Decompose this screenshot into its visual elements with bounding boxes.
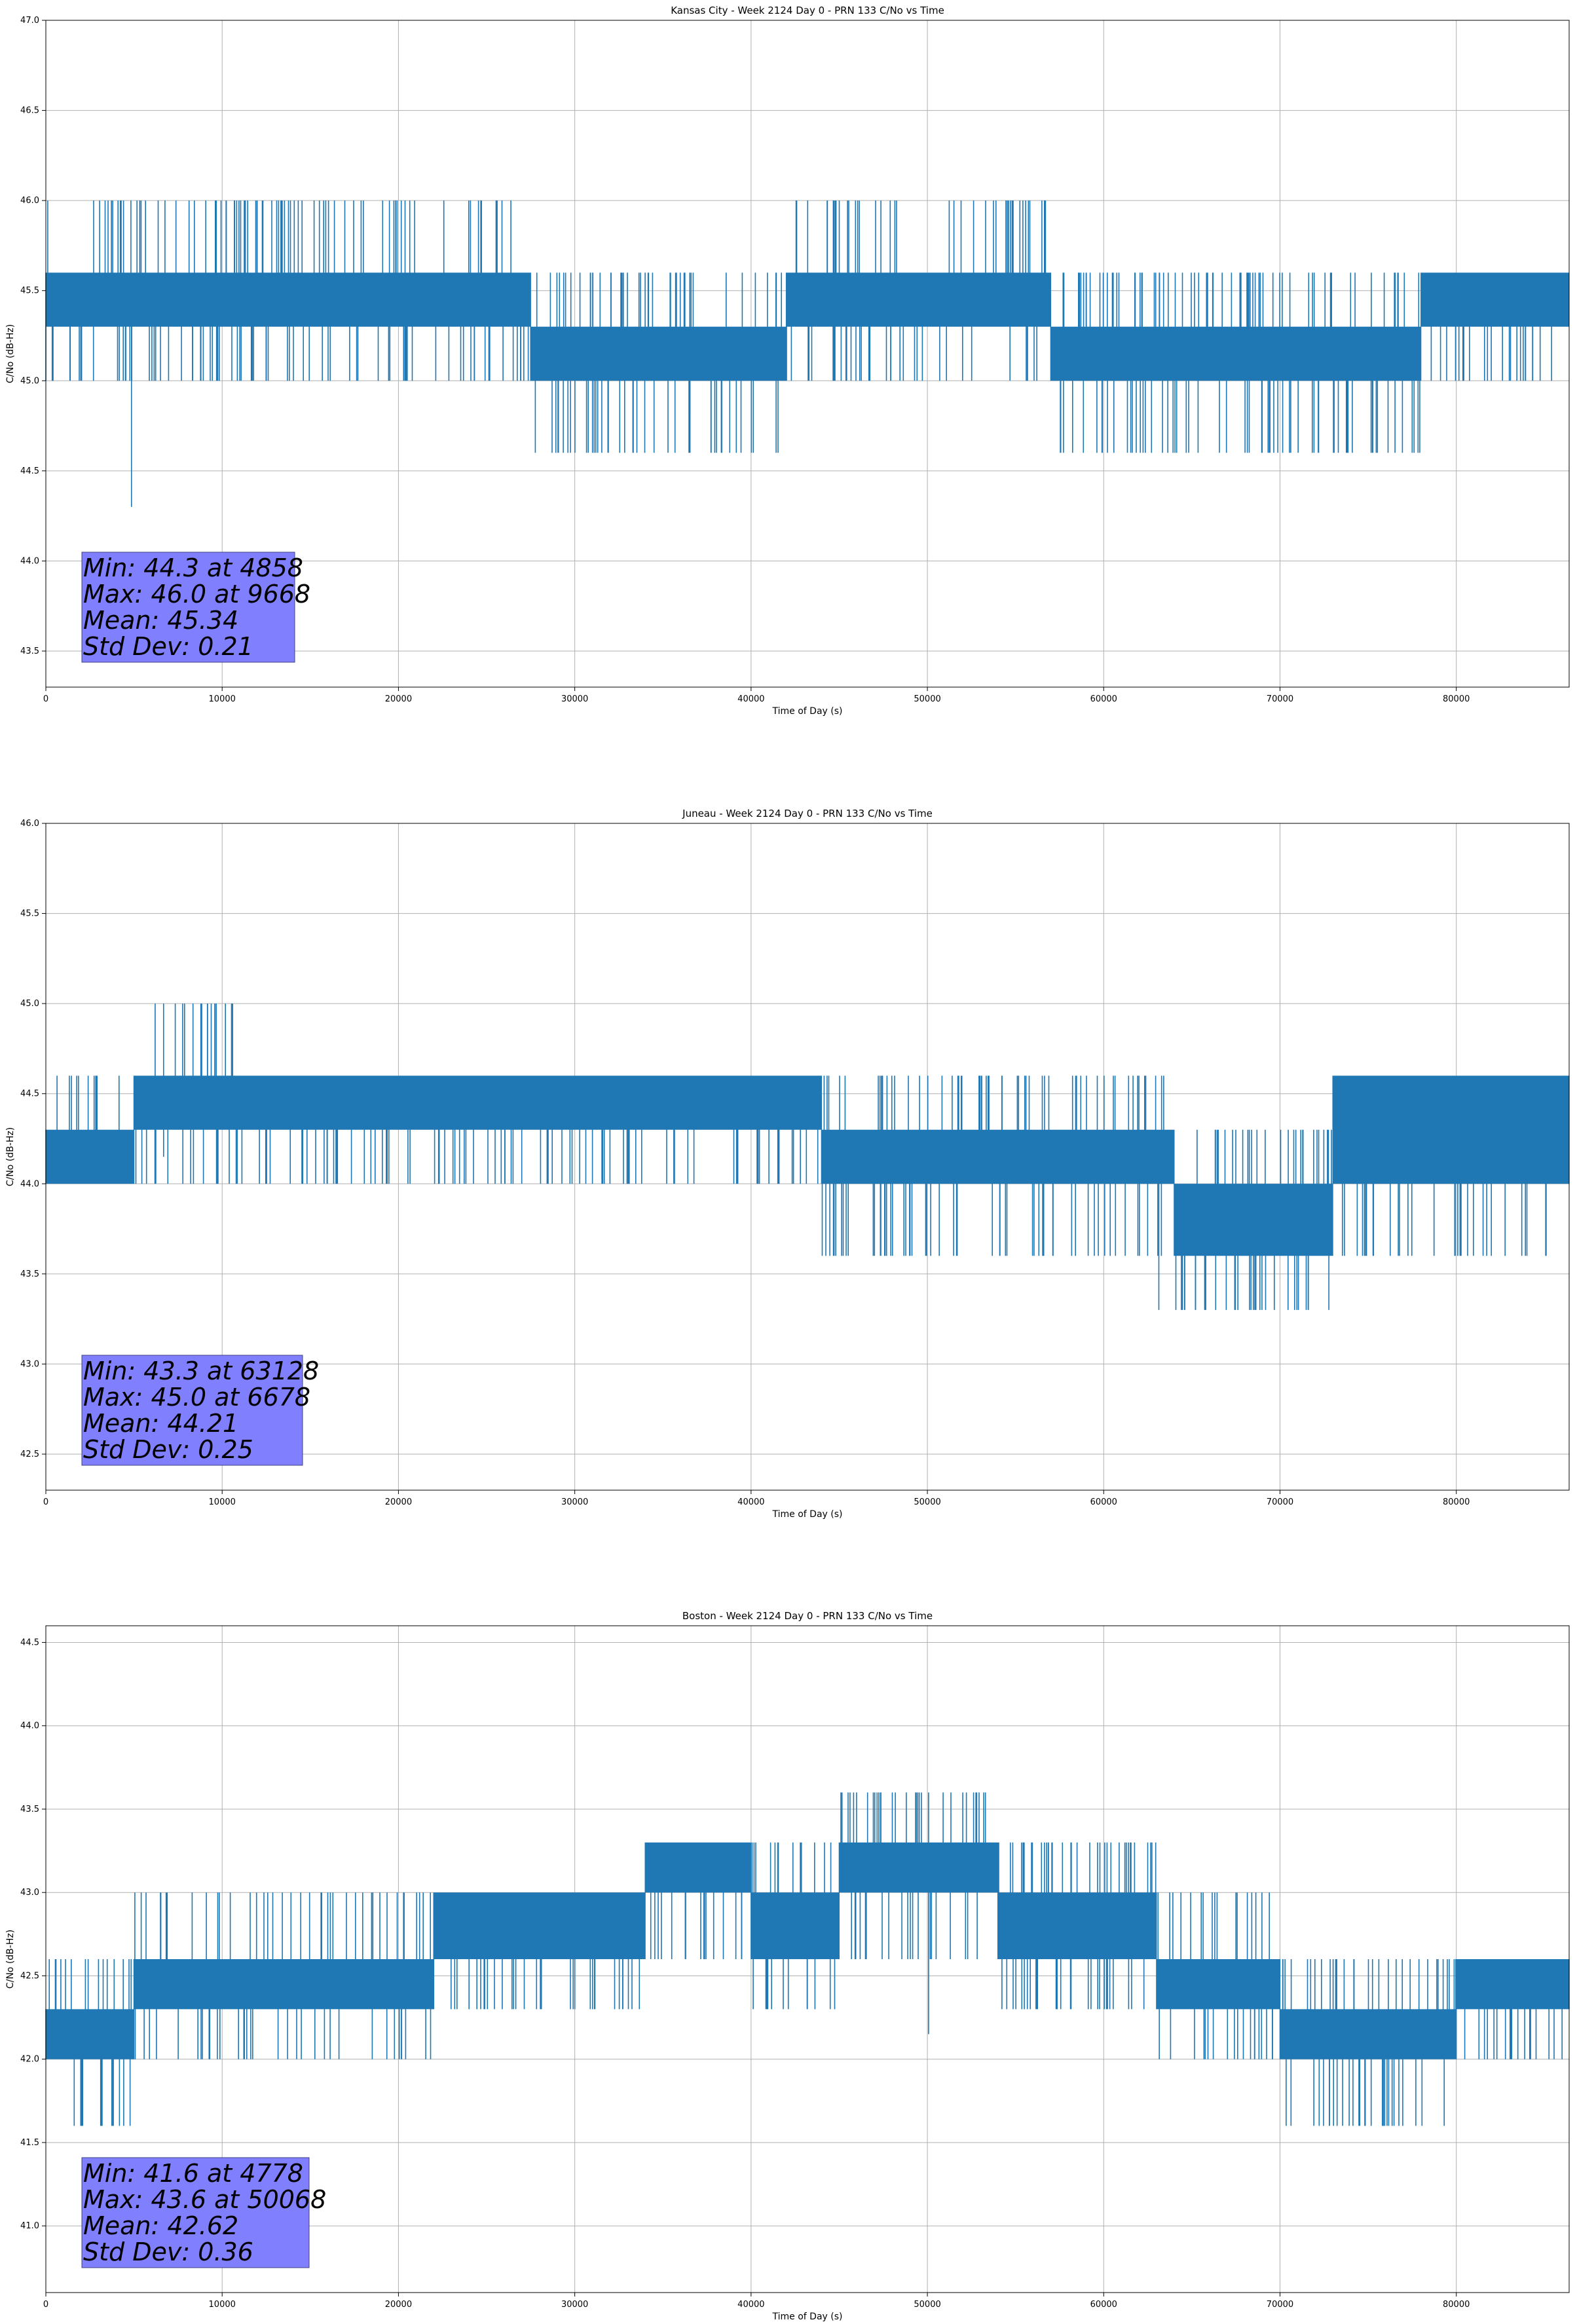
y-tick-label: 42.5	[20, 1450, 39, 1459]
x-axis-label: Time of Day (s)	[772, 1509, 843, 1520]
stats-background	[81, 1355, 303, 1466]
x-tick-label: 10000	[209, 694, 236, 704]
y-tick-label: 46.0	[20, 196, 39, 206]
x-tick-label: 60000	[1090, 1497, 1117, 1507]
y-tick-label: 43.5	[20, 1805, 39, 1814]
x-axis-label: Time of Day (s)	[772, 2312, 843, 2322]
x-tick-label: 80000	[1443, 694, 1470, 704]
chart-panel-boston: Boston - Week 2124 Day 0 - PRN 133 C/No …	[5, 1610, 1570, 2322]
y-tick-label: 45.0	[20, 376, 39, 386]
x-tick-label: 0	[43, 694, 48, 704]
chart-title: Boston - Week 2124 Day 0 - PRN 133 C/No …	[682, 1610, 933, 1622]
stats-box: Min: 43.3 at 63128 Max: 45.0 at 6678 Mea…	[81, 1355, 319, 1466]
chart-panel-juneau: Juneau - Week 2124 Day 0 - PRN 133 C/No …	[5, 808, 1570, 1520]
x-tick-label: 50000	[914, 1497, 940, 1507]
y-tick-label: 44.0	[20, 1179, 39, 1189]
y-axis-label: C/No (dB-Hz)	[5, 324, 16, 383]
stats-std: Std Dev: 0.36	[83, 2238, 253, 2266]
stats-min: Min: 44.3 at 4858	[83, 553, 303, 582]
y-tick-label: 42.0	[20, 2055, 39, 2065]
x-tick-label: 70000	[1267, 1497, 1293, 1507]
x-axis-label: Time of Day (s)	[772, 706, 843, 717]
x-tick-label: 30000	[561, 2300, 588, 2310]
x-tick-label: 50000	[914, 694, 940, 704]
chart-title: Kansas City - Week 2124 Day 0 - PRN 133 …	[671, 5, 944, 16]
stats-max: Max: 43.6 at 50068	[83, 2185, 326, 2214]
stats-mean: Mean: 42.62	[83, 2211, 238, 2240]
x-tick-label: 0	[43, 2300, 48, 2310]
x-tick-label: 10000	[209, 2300, 236, 2310]
x-tick-label: 20000	[385, 2300, 412, 2310]
stats-mean: Mean: 44.21	[83, 1409, 238, 1438]
stats-mean: Mean: 45.34	[83, 606, 238, 635]
axis-ticks: 0 10000 20000 30000 40000 50000 60000 70000 8000…	[20, 16, 1470, 704]
y-tick-label: 44.5	[20, 466, 39, 476]
x-tick-label: 40000	[737, 2300, 764, 2310]
stats-std: Std Dev: 0.21	[83, 632, 253, 661]
y-tick-label: 45.5	[20, 909, 39, 919]
stats-box: Min: 41.6 at 4778 Max: 43.6 at 50068 Mea…	[81, 2157, 326, 2268]
y-tick-label: 44.5	[20, 1089, 39, 1099]
x-tick-label: 30000	[561, 694, 588, 704]
axis-ticks: 0 10000 20000 30000 40000 50000 60000 70000 8000…	[20, 819, 1470, 1507]
chart-panel-kansas-city: Kansas City - Week 2124 Day 0 - PRN 133 …	[5, 5, 1570, 717]
stats-box: Min: 44.3 at 4858 Max: 46.0 at 9668 Mean…	[81, 552, 310, 663]
plot-frame	[45, 1625, 1570, 2293]
y-tick-label: 43.5	[20, 647, 39, 656]
stats-max: Max: 46.0 at 9668	[83, 580, 310, 609]
y-tick-label: 43.0	[20, 1359, 39, 1369]
x-tick-label: 50000	[914, 2300, 940, 2310]
y-tick-label: 45.0	[20, 999, 39, 1009]
y-tick-label: 41.0	[20, 2221, 39, 2231]
x-tick-label: 60000	[1090, 694, 1117, 704]
x-tick-label: 70000	[1267, 2300, 1293, 2310]
stats-min: Min: 43.3 at 63128	[83, 1357, 319, 1385]
y-tick-label: 43.5	[20, 1269, 39, 1279]
y-tick-label: 41.5	[20, 2138, 39, 2148]
y-axis-label: C/No (dB-Hz)	[5, 1930, 16, 1989]
plot-frame	[45, 823, 1570, 1491]
y-tick-label: 42.5	[20, 1971, 39, 1981]
y-axis-label: C/No (dB-Hz)	[5, 1127, 16, 1186]
y-tick-label: 44.0	[20, 556, 39, 566]
y-tick-label: 44.5	[20, 1638, 39, 1647]
y-tick-label: 45.5	[20, 286, 39, 296]
x-tick-label: 80000	[1443, 1497, 1470, 1507]
x-tick-label: 40000	[737, 1497, 764, 1507]
y-tick-label: 46.0	[20, 819, 39, 829]
x-tick-label: 0	[43, 1497, 48, 1507]
x-tick-label: 30000	[561, 1497, 588, 1507]
x-tick-label: 60000	[1090, 2300, 1117, 2310]
stats-min: Min: 41.6 at 4778	[83, 2159, 303, 2188]
stats-max: Max: 45.0 at 6678	[83, 1383, 310, 1412]
x-tick-label: 80000	[1443, 2300, 1470, 2310]
x-tick-label: 10000	[209, 1497, 236, 1507]
x-tick-label: 70000	[1267, 694, 1293, 704]
y-tick-label: 44.0	[20, 1721, 39, 1731]
y-tick-label: 47.0	[20, 16, 39, 26]
x-tick-label: 20000	[385, 1497, 412, 1507]
axis-ticks: 0 10000 20000 30000 40000 50000 60000 70000 8000…	[20, 1638, 1470, 2310]
plot-frame	[45, 20, 1570, 688]
stats-background	[81, 552, 295, 663]
x-tick-label: 20000	[385, 694, 412, 704]
stats-std: Std Dev: 0.25	[83, 1435, 253, 1464]
y-tick-label: 43.0	[20, 1888, 39, 1898]
y-tick-label: 46.5	[20, 106, 39, 116]
chart-title: Juneau - Week 2124 Day 0 - PRN 133 C/No …	[682, 808, 933, 819]
stats-background	[81, 2157, 310, 2268]
x-tick-label: 40000	[737, 694, 764, 704]
